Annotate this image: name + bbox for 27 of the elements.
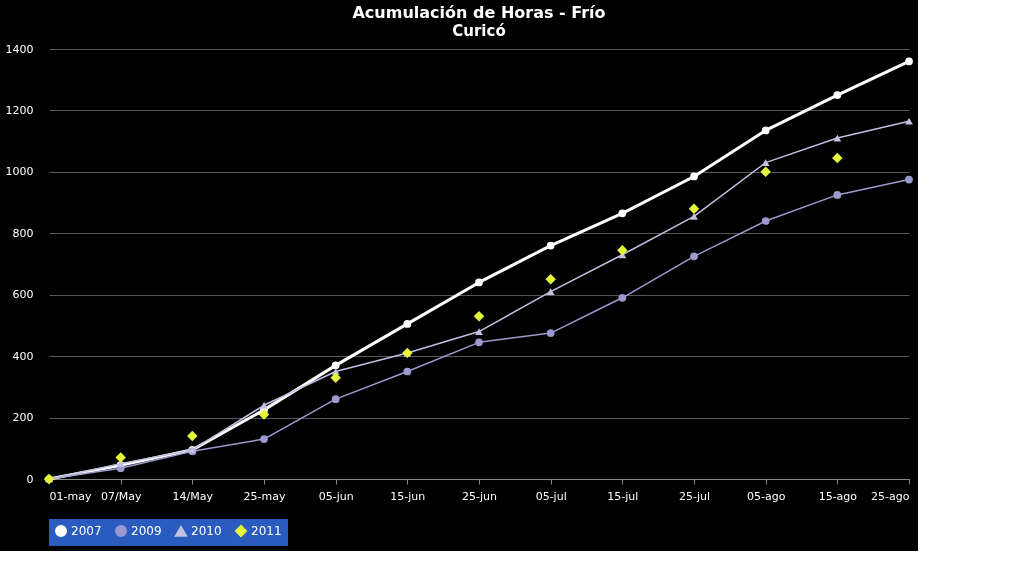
x-tick-label: 15-jul [607,489,639,503]
x-tick-label: 25-may [243,489,286,503]
x-tick-label: 25-jul [678,489,711,503]
chart-subtitle: Curicó [452,22,506,40]
y-tick-label: 800 [12,226,34,240]
legend-label: 2011 [251,524,282,538]
x-tick-label: 14/May [172,489,214,503]
x-tick-label: 25-ago [871,489,910,503]
x-tick-label: 15-jun [390,489,426,503]
y-tick-label: 1000 [5,165,34,179]
chart-title: Acumulación de Horas - Frío [352,3,606,22]
y-tick-label: 200 [12,411,34,425]
x-tick-label: 15-ago [818,489,858,503]
x-tick-label: 05-jun [318,489,354,503]
x-tick-label: 05-ago [746,489,786,503]
x-tick-label: 01-may [49,489,92,503]
y-tick-label: 1400 [5,42,34,56]
legend-label: 2009 [131,524,162,538]
legend-label: 2010 [191,524,222,539]
legend-label: 2007 [71,524,102,538]
y-tick-label: 1200 [5,103,34,117]
x-tick-label: 05-jul [535,489,567,503]
y-tick-label: 0 [26,472,34,486]
y-tick-label: 600 [12,288,34,302]
x-tick-label: 25-jun [462,489,498,503]
x-tick-label: 07/May [100,489,142,503]
y-tick-label: 400 [12,349,34,363]
